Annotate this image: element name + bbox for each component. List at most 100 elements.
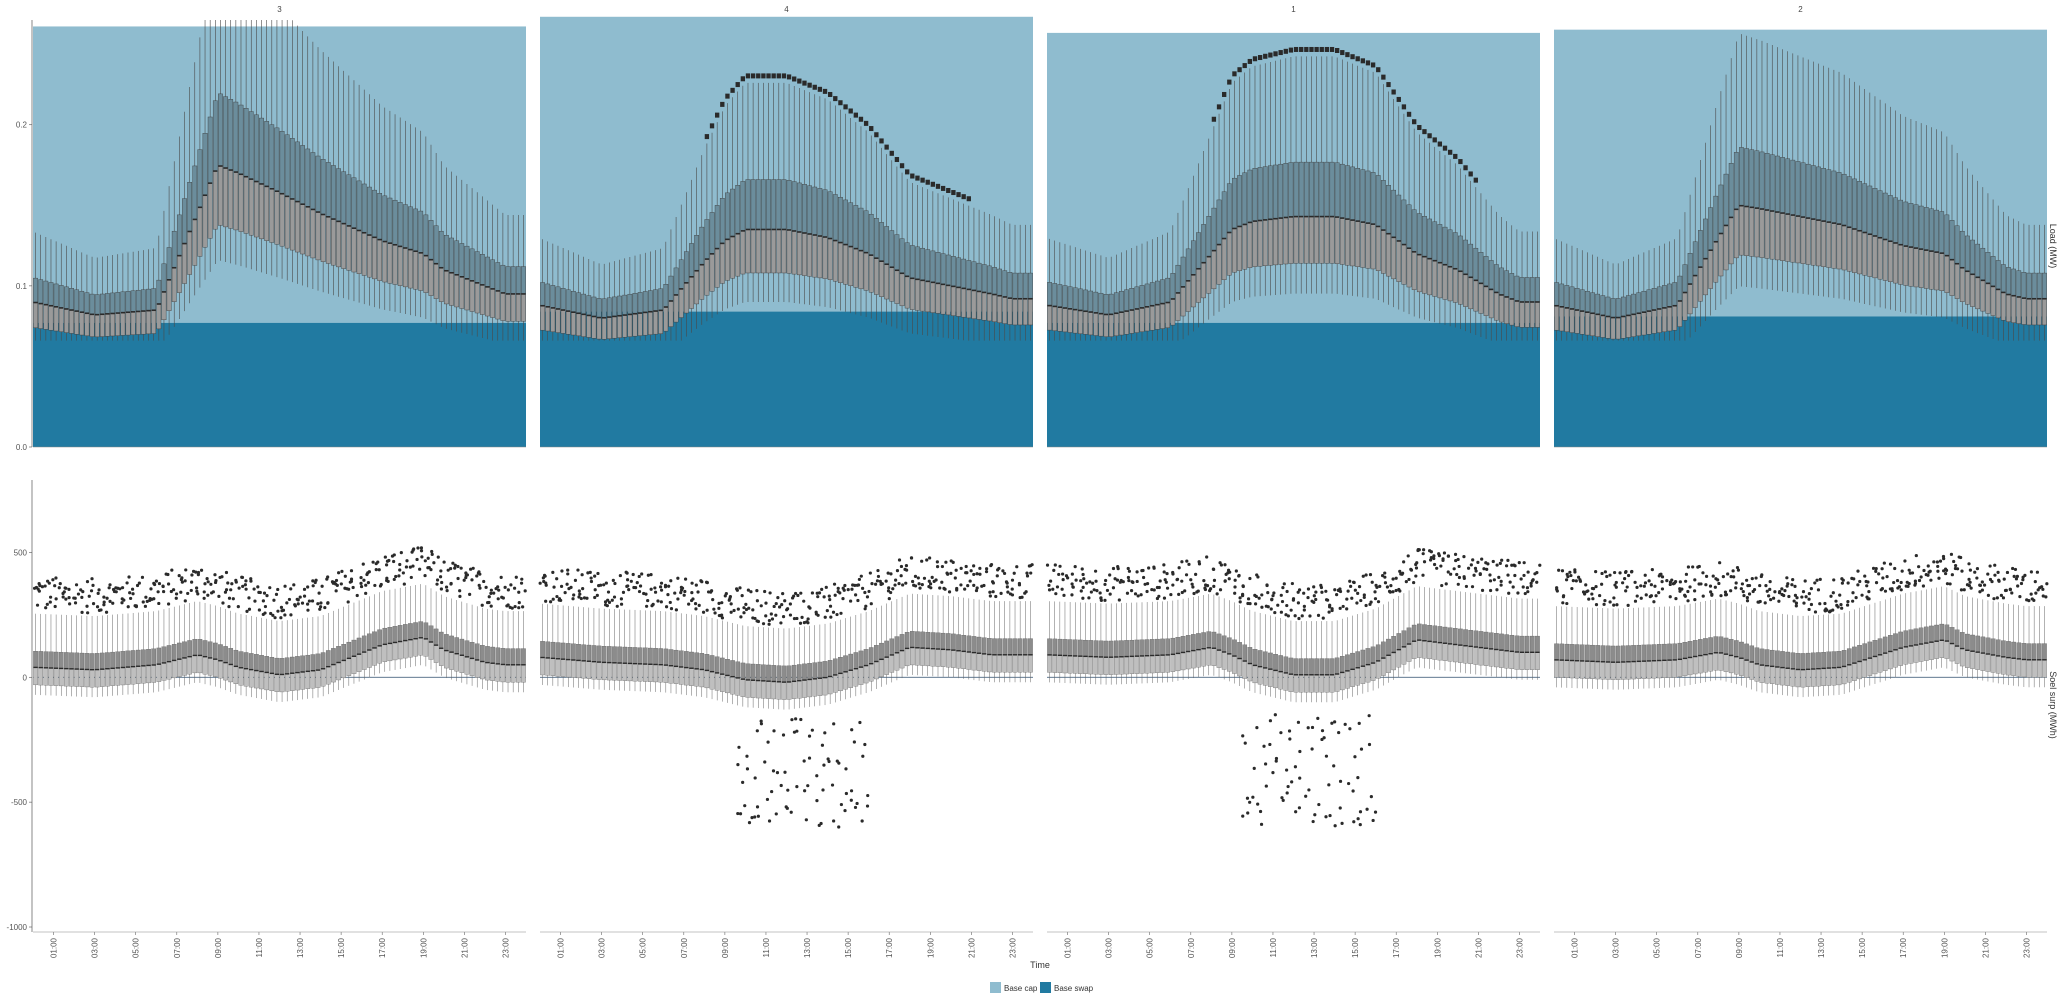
bottom-outlier-1-41-1 — [1260, 605, 1264, 609]
bottom-outlier-1-86-3 — [1488, 579, 1493, 583]
bottom-box-lower-1-53 — [1319, 674, 1325, 693]
bottom-box-lower-4-20 — [642, 663, 648, 682]
bottom-outlier-4-8-1 — [580, 573, 584, 577]
bottom-box-upper-1-58 — [1345, 654, 1350, 672]
top-box-lower-3-51 — [295, 201, 300, 253]
x-tick-label-1-9: 19:00 — [1433, 937, 1442, 958]
bottom-neg-outlier-4-45-1 — [770, 789, 774, 794]
bottom-outlier-1-63-3 — [1373, 590, 1377, 594]
bottom-box-upper-2-44 — [1780, 651, 1785, 668]
bottom-box-upper-3-32 — [197, 639, 203, 656]
bottom-neg-outlier-1-55-2 — [1330, 721, 1334, 725]
bottom-box-upper-1-4 — [1067, 639, 1073, 656]
bottom-box-lower-4-15 — [617, 662, 622, 681]
bottom-outlier-1-11-0 — [1104, 578, 1108, 583]
bottom-outlier-1-66-2 — [1388, 590, 1392, 594]
bottom-box-lower-2-20 — [1656, 660, 1662, 679]
top-box-upper-3-15 — [110, 292, 115, 314]
bottom-neg-outlier-1-61-1 — [1359, 747, 1364, 751]
top-box-upper-3-74 — [413, 208, 418, 252]
bottom-outlier-2-11-0 — [1612, 596, 1616, 600]
bottom-box-lower-1-64 — [1375, 660, 1381, 679]
bottom-neg-outlier-4-61-1 — [853, 805, 858, 810]
bottom-outlier-3-2-3 — [43, 584, 47, 588]
top-box-lower-2-76 — [1944, 255, 1950, 293]
bottom-box-upper-1-86 — [1488, 632, 1494, 650]
bottom-outlier-3-52-2 — [302, 587, 307, 591]
bottom-outlier-4-48-3 — [785, 608, 789, 612]
top-box-upper-1-5 — [1072, 287, 1078, 310]
bottom-box-lower-1-33 — [1216, 649, 1222, 668]
x-tick-label-4-5: 11:00 — [762, 937, 771, 957]
bottom-outlier-2-74-3 — [1936, 569, 1940, 573]
bottom-box-upper-3-71 — [397, 625, 403, 642]
bottom-box-upper-3-66 — [372, 631, 377, 649]
bottom-box-lower-3-40 — [238, 667, 244, 686]
bottom-outlier-1-70-1 — [1406, 554, 1410, 558]
bottom-outlier-1-5-0 — [1074, 578, 1078, 582]
bottom-outlier-1-39-3 — [1246, 597, 1251, 601]
bottom-box-upper-2-37 — [1744, 643, 1749, 661]
bottom-outlier-4-32-3 — [705, 581, 709, 585]
bottom-box-upper-1-29 — [1196, 633, 1201, 650]
bottom-outlier-4-56-0 — [827, 594, 831, 598]
top-box-lower-1-32 — [1211, 250, 1217, 290]
bottom-box-upper-1-9 — [1093, 640, 1099, 657]
top-outlier-1-54 — [1324, 46, 1330, 52]
top-box-lower-3-9 — [79, 311, 85, 336]
bottom-outlier-4-11-3 — [595, 593, 599, 598]
top-box-lower-3-46 — [269, 188, 275, 243]
bottom-outlier-1-74-0 — [1429, 555, 1433, 560]
bottom-outlier-1-53-0 — [1321, 616, 1325, 620]
bottom-outlier-2-75-3 — [1938, 559, 1943, 563]
bottom-outlier-2-42-3 — [1768, 579, 1772, 584]
top-box-upper-1-75 — [1432, 221, 1438, 261]
bottom-outlier-4-57-2 — [832, 582, 837, 586]
bottom-box-upper-1-95 — [1535, 635, 1540, 653]
top-box-lower-1-19 — [1144, 306, 1150, 332]
top-box-upper-1-24 — [1170, 273, 1176, 300]
top-box-lower-4-12 — [601, 317, 607, 340]
bottom-box-lower-1-19 — [1144, 655, 1150, 674]
top-box-upper-4-25 — [668, 275, 674, 302]
bottom-neg-outlier-1-40-1 — [1251, 795, 1255, 799]
bottom-box-lower-2-28 — [1698, 655, 1703, 674]
top-box-upper-4-80 — [951, 256, 956, 287]
bottom-outlier-2-55-0 — [1839, 602, 1843, 607]
bottom-outlier-4-37-3 — [729, 610, 733, 614]
bottom-outlier-3-6-0 — [62, 590, 66, 594]
bottom-outlier-4-8-3 — [581, 587, 585, 591]
bottom-outlier-2-84-3 — [1986, 572, 1990, 576]
bottom-outlier-4-65-2 — [876, 568, 880, 573]
top-box-upper-1-76 — [1437, 224, 1443, 263]
bottom-outlier-3-85-2 — [468, 592, 472, 596]
top-box-upper-3-77 — [428, 220, 434, 260]
bottom-outlier-4-45-2 — [774, 613, 778, 617]
bottom-box-upper-3-16 — [115, 651, 121, 669]
bottom-box-lower-1-78 — [1447, 643, 1453, 662]
bottom-outlier-2-82-3 — [1975, 576, 1979, 580]
bottom-box-upper-4-25 — [668, 649, 674, 666]
bottom-outlier-2-19-1 — [1653, 584, 1657, 588]
top-box-lower-1-12 — [1108, 314, 1114, 337]
bottom-outlier-2-9-0 — [1600, 571, 1604, 576]
top-box-upper-3-12 — [94, 294, 100, 315]
bottom-outlier-4-35-1 — [720, 616, 725, 620]
bottom-outlier-2-93-0 — [2034, 591, 2038, 595]
top-box-lower-2-12 — [1615, 317, 1621, 340]
bottom-box-upper-4-75 — [925, 632, 931, 649]
top-box-lower-2-16 — [1636, 313, 1642, 337]
bottom-outlier-1-59-1 — [1349, 584, 1353, 589]
bottom-neg-outlier-4-56-0 — [826, 757, 830, 761]
top-outlier-4-56 — [827, 91, 833, 97]
bottom-outlier-1-20-2 — [1152, 588, 1156, 592]
bottom-outlier-2-54-3 — [1831, 608, 1835, 612]
bottom-outlier-1-75-2 — [1432, 554, 1436, 558]
top-outlier-1-40 — [1252, 56, 1258, 62]
bottom-outlier-1-72-2 — [1416, 548, 1420, 553]
top-box-upper-2-49 — [1805, 163, 1811, 219]
bottom-box-lower-4-70 — [899, 650, 905, 669]
bottom-outlier-3-13-2 — [102, 600, 106, 604]
top-box-upper-2-56 — [1841, 173, 1847, 226]
bottom-outlier-4-63-0 — [865, 595, 870, 599]
